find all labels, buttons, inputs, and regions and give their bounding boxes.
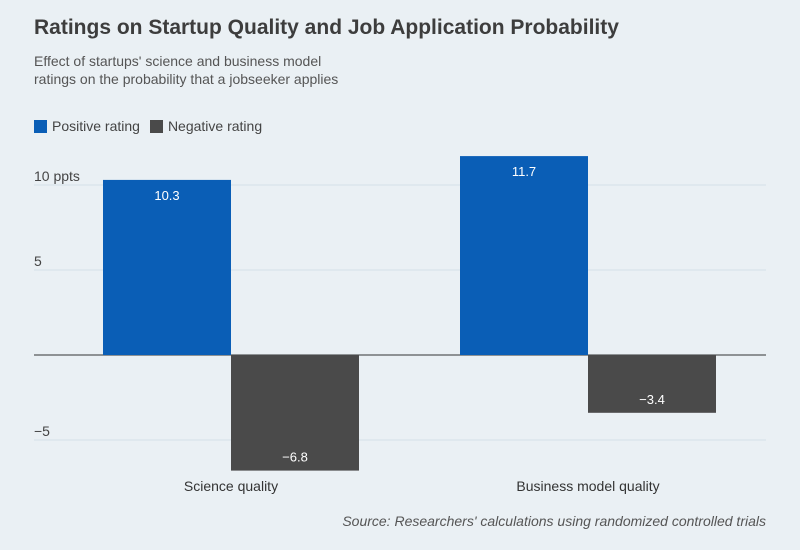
y-tick-label: 10 ppts xyxy=(34,168,80,184)
source-note: Source: Researchers' calculations using … xyxy=(342,513,766,529)
x-category-label: Science quality xyxy=(184,478,278,494)
y-tick-label: −5 xyxy=(34,423,50,439)
legend: Positive rating Negative rating xyxy=(34,118,272,134)
chart-title: Ratings on Startup Quality and Job Appli… xyxy=(34,16,619,39)
bar-negative-0 xyxy=(231,355,359,471)
bar-negative-1 xyxy=(588,355,716,413)
bar-positive-0 xyxy=(103,179,231,355)
legend-swatch-negative xyxy=(149,119,163,133)
legend-swatch-positive xyxy=(34,119,47,133)
y-tick-label: 5 xyxy=(34,253,42,269)
data-label: 11.7 xyxy=(512,164,536,179)
legend-label-negative: Negative rating xyxy=(167,118,263,134)
legend-item-negative: Negative rating xyxy=(149,118,263,134)
chart-subtitle: Effect of startups' science and business… xyxy=(34,53,339,87)
legend-label-positive: Positive rating xyxy=(52,118,140,134)
data-label: −3.4 xyxy=(639,392,665,407)
bar-positive-1 xyxy=(460,156,588,355)
data-label: 10.3 xyxy=(154,188,179,203)
legend-item-positive: Positive rating xyxy=(34,118,140,134)
x-category-label: Business model quality xyxy=(516,478,659,494)
data-label: −6.8 xyxy=(282,450,308,465)
